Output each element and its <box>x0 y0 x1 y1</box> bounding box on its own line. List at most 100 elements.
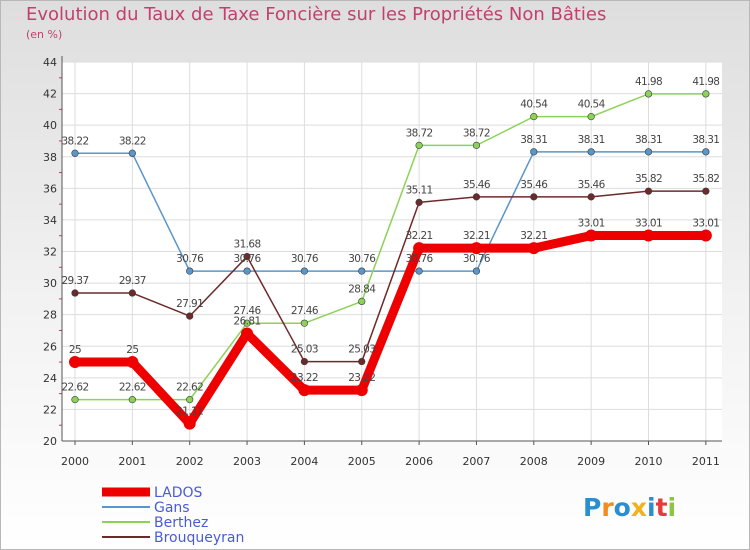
data-label-brouqueyran: 35.82 <box>635 173 662 185</box>
data-label-gans: 38.22 <box>61 135 88 147</box>
data-label-gans: 30.76 <box>406 253 434 265</box>
data-label-brouqueyran: 35.11 <box>406 184 433 196</box>
series-line-berthez <box>74 93 707 401</box>
data-point-berthez <box>71 396 79 404</box>
data-label-lados: 33.01 <box>635 218 662 230</box>
data-point-berthez <box>702 90 710 98</box>
series-line-brouqueyran <box>74 190 707 363</box>
data-label-gans: 30.76 <box>348 253 376 265</box>
y-tick-label: 26 <box>43 340 57 353</box>
data-label-berthez: 41.98 <box>635 76 662 88</box>
y-unit-label: (en %) <box>26 28 63 41</box>
y-tick-label: 38 <box>43 151 57 164</box>
data-label-lados: 32.21 <box>406 230 433 242</box>
x-tick-label: 2004 <box>290 455 318 468</box>
data-point-berthez <box>128 396 136 404</box>
data-point-brouqueyran <box>415 198 423 206</box>
data-point-berthez <box>530 113 538 121</box>
data-label-berthez: 41.98 <box>692 76 719 88</box>
data-point-lados <box>527 242 540 255</box>
x-tick-label: 2001 <box>118 455 146 468</box>
legend-label-gans: Gans <box>154 500 190 516</box>
logo-letter: i <box>668 493 677 522</box>
data-label-berthez: 27.46 <box>234 305 262 317</box>
data-point-lados <box>699 229 712 242</box>
proxiti-logo: Proxiti <box>583 493 676 522</box>
data-point-brouqueyran <box>128 289 136 297</box>
y-tick-label: 22 <box>43 403 57 416</box>
data-point-berthez <box>415 141 423 149</box>
data-point-gans <box>644 148 653 156</box>
data-labels: 25 25 21.11 26.81 23.22 23.22 32.21 32.21 32.21 3… <box>61 76 720 418</box>
data-label-berthez: 38.72 <box>406 127 433 139</box>
y-tick-label: 44 <box>43 56 57 69</box>
data-label-lados: 33.01 <box>578 218 605 230</box>
x-tick-label: 2003 <box>233 455 261 468</box>
logo-letter: i <box>647 493 656 522</box>
x-tick-label: 2008 <box>520 455 548 468</box>
data-label-gans: 38.31 <box>692 134 719 146</box>
data-point-lados <box>585 229 598 242</box>
data-point-lados <box>298 384 311 397</box>
data-label-berthez: 38.72 <box>463 127 490 139</box>
y-tick-label: 32 <box>43 246 57 259</box>
data-point-lados <box>241 327 254 340</box>
data-point-berthez <box>358 297 366 306</box>
data-point-lados <box>470 242 483 255</box>
data-label-lados: 32.21 <box>520 230 547 242</box>
data-point-berthez <box>587 113 595 121</box>
data-label-gans: 30.76 <box>463 253 491 265</box>
data-point-gans <box>71 149 79 157</box>
data-point-brouqueyran <box>71 289 79 297</box>
data-label-gans: 38.22 <box>119 135 146 147</box>
data-label-berthez: 28.84 <box>348 283 376 295</box>
data-label-berthez: 22.62 <box>176 382 203 394</box>
data-label-lados: 26.81 <box>234 315 261 327</box>
logo-letter: P <box>583 493 601 522</box>
data-label-brouqueyran: 29.37 <box>119 275 146 287</box>
x-tick-label: 2010 <box>635 455 663 468</box>
data-label-lados: 25 <box>69 344 81 356</box>
legend-label-berthez: Berthez <box>154 515 208 531</box>
data-point-brouqueyran <box>587 193 595 201</box>
logo-letter: r <box>601 493 614 522</box>
data-label-berthez: 22.62 <box>61 382 88 394</box>
y-tick-label: 42 <box>43 88 57 101</box>
data-label-lados: 33.01 <box>692 218 719 230</box>
data-point-gans <box>358 267 366 275</box>
x-tick-label: 2006 <box>405 455 433 468</box>
y-tick-label: 34 <box>43 214 57 227</box>
data-point-lados <box>355 384 368 397</box>
data-point-gans <box>587 148 595 156</box>
data-point-gans <box>415 267 423 275</box>
data-label-gans: 30.76 <box>176 253 204 265</box>
data-label-lados: 23.22 <box>291 372 318 384</box>
data-label-lados: 21.11 <box>176 406 203 418</box>
data-label-brouqueyran: 35.46 <box>578 179 606 191</box>
data-label-brouqueyran: 31.68 <box>234 239 261 251</box>
chart-title: Evolution du Taux de Taxe Foncière sur l… <box>26 4 607 25</box>
data-label-gans: 38.31 <box>520 134 547 146</box>
data-label-brouqueyran: 29.37 <box>61 275 88 287</box>
data-label-brouqueyran: 35.46 <box>463 179 491 191</box>
x-tick-label: 2007 <box>462 455 490 468</box>
data-label-lados: 32.21 <box>463 230 490 242</box>
data-label-gans: 30.76 <box>234 253 262 265</box>
data-point-lados <box>413 242 426 255</box>
y-tick-label: 28 <box>43 309 57 322</box>
data-point-lados <box>642 229 655 242</box>
y-tick-label: 20 <box>43 435 57 448</box>
data-point-gans <box>186 267 194 275</box>
legend-label-lados: LADOS <box>154 485 202 501</box>
data-point-gans <box>530 148 538 156</box>
data-point-lados <box>69 356 81 369</box>
legend-label-brouqueyran: Brouqueyran <box>154 530 244 546</box>
series-group <box>69 90 712 430</box>
data-label-berthez: 40.54 <box>578 99 606 111</box>
data-label-brouqueyran: 35.46 <box>520 179 548 191</box>
data-point-berthez <box>644 90 653 98</box>
data-label-brouqueyran: 25.03 <box>291 344 318 356</box>
data-point-brouqueyran <box>186 312 194 320</box>
